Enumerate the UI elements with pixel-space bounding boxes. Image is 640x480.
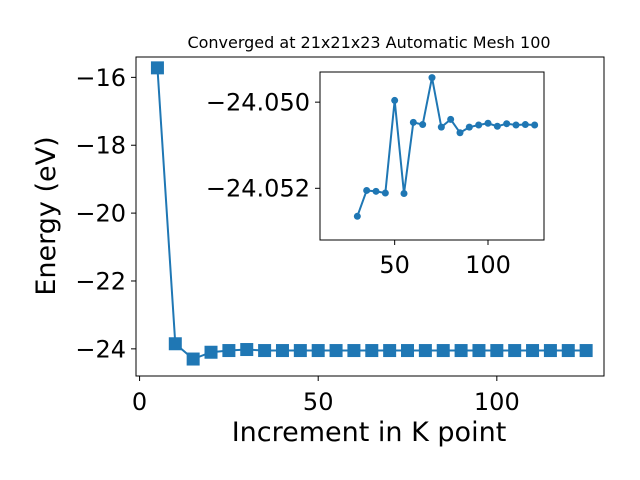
main-data-point bbox=[168, 337, 182, 351]
main-x-tick-label: 50 bbox=[303, 388, 334, 416]
inset-data-point bbox=[493, 122, 501, 130]
inset-data-point bbox=[521, 121, 529, 129]
main-ticks: 0 50 100 −16 −18 −20 −22 −24 bbox=[75, 64, 519, 416]
inset-data-point bbox=[503, 120, 511, 128]
inset-ticks: 50 100 −24.052 −24.050 bbox=[206, 89, 511, 279]
inset-plot-frame bbox=[319, 71, 545, 241]
inset-data-point bbox=[447, 115, 455, 123]
inset-y-tick-label: −24.050 bbox=[206, 89, 310, 117]
main-y-tick-label: −22 bbox=[75, 267, 126, 295]
main-data-point bbox=[526, 344, 540, 358]
main-data-point bbox=[240, 343, 254, 357]
main-data-point bbox=[347, 344, 361, 358]
inset-data-point bbox=[419, 121, 427, 129]
inset-data-point bbox=[372, 187, 380, 195]
inset-data-point bbox=[465, 123, 473, 131]
main-data-point bbox=[543, 344, 557, 358]
inset-data-point bbox=[353, 212, 361, 220]
main-data-point bbox=[383, 344, 397, 358]
inset-data-point bbox=[428, 74, 436, 82]
inset-data-point bbox=[409, 118, 417, 126]
main-data-point bbox=[275, 344, 289, 358]
inset-x-tick-label: 50 bbox=[379, 251, 410, 279]
inset-data-point bbox=[475, 121, 483, 129]
main-data-point bbox=[365, 344, 379, 358]
main-data-point bbox=[508, 344, 522, 358]
inset-x-tick-label: 100 bbox=[465, 251, 511, 279]
main-data-point bbox=[329, 344, 343, 358]
main-y-tick-label: −16 bbox=[75, 64, 126, 92]
main-data-point bbox=[561, 344, 575, 358]
inset-data-point bbox=[531, 121, 539, 129]
inset-data-point bbox=[512, 121, 520, 129]
main-x-tick-label: 100 bbox=[474, 388, 520, 416]
inset-series bbox=[353, 74, 539, 220]
main-x-axis-label: Increment in K point bbox=[232, 417, 507, 448]
main-data-point bbox=[436, 344, 450, 358]
main-series bbox=[150, 61, 593, 366]
main-y-tick-label: −20 bbox=[75, 200, 126, 228]
main-data-point bbox=[401, 344, 415, 358]
inset-data-point bbox=[400, 189, 408, 197]
main-data-point bbox=[258, 344, 272, 358]
main-y-tick-label: −18 bbox=[75, 132, 126, 160]
main-data-point bbox=[293, 344, 307, 358]
main-data-point bbox=[204, 345, 218, 359]
inset-data-point bbox=[484, 119, 492, 127]
main-data-point bbox=[579, 344, 593, 358]
main-data-point bbox=[150, 61, 164, 75]
main-data-point bbox=[454, 344, 468, 358]
main-data-point bbox=[222, 344, 236, 358]
main-data-point bbox=[418, 344, 432, 358]
main-y-tick-label: −24 bbox=[75, 335, 126, 363]
main-data-point bbox=[311, 344, 325, 358]
main-data-point bbox=[490, 344, 504, 358]
inset-data-point bbox=[391, 96, 399, 104]
main-chart-title: Converged at 21x21x23 Automatic Mesh 100 bbox=[187, 33, 550, 52]
main-y-axis-label: Energy (eV) bbox=[31, 136, 62, 295]
inset-data-point bbox=[363, 186, 371, 194]
inset-y-tick-label: −24.052 bbox=[206, 175, 310, 203]
inset-data-point bbox=[456, 129, 464, 137]
inset-data-point bbox=[437, 123, 445, 131]
main-x-tick-label: 0 bbox=[132, 388, 147, 416]
main-data-point bbox=[472, 344, 486, 358]
inset-data-point bbox=[381, 189, 389, 197]
main-data-point bbox=[186, 352, 200, 366]
